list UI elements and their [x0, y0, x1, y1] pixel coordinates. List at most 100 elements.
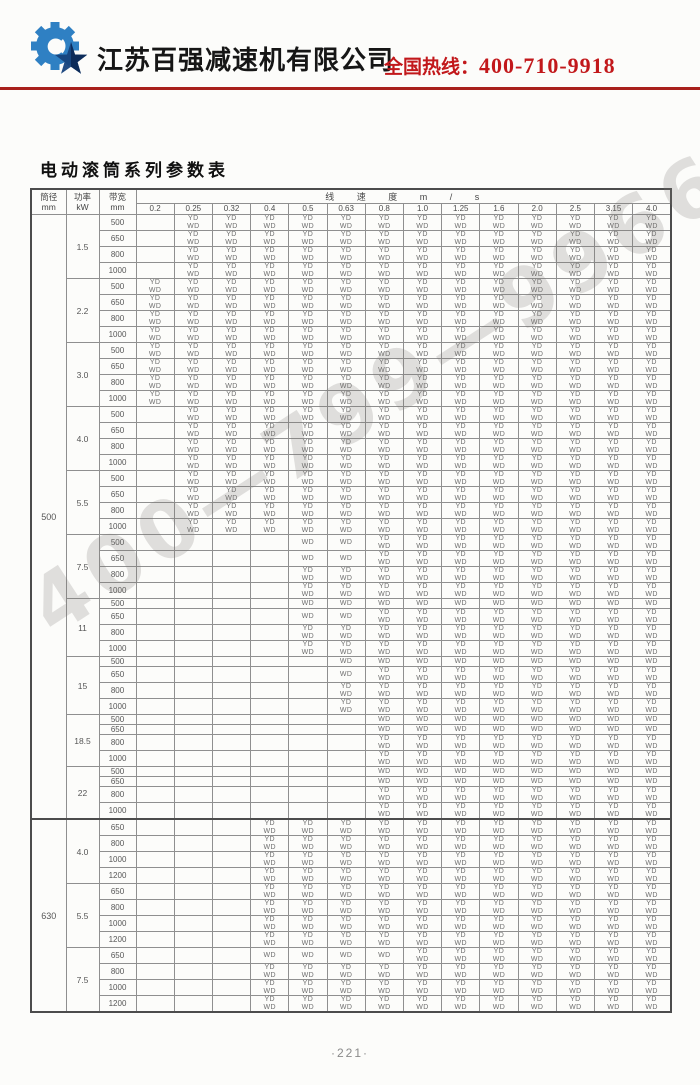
speed-cell: [173, 835, 213, 852]
speed-cell: YD WD: [402, 342, 443, 359]
speed-cell: [173, 947, 213, 964]
speed-cell: YD WD: [555, 310, 595, 327]
speed-cell: [211, 714, 252, 725]
speed-cell: YD WD: [364, 390, 404, 407]
speed-cell: YD WD: [632, 931, 672, 948]
speed-cell: YD WD: [555, 262, 595, 279]
speed-cell: YD WD: [632, 851, 672, 868]
speed-cell: YD WD: [517, 867, 557, 884]
speed-cell: YD WD: [555, 624, 595, 641]
bandwidth-cell: 800: [98, 438, 137, 455]
speed-cell: YD WD: [555, 246, 595, 263]
speed-cell: YD WD: [211, 230, 252, 247]
speed-cell: [211, 867, 252, 884]
speed-cell: WD: [479, 656, 519, 667]
speed-cell: YD WD: [632, 979, 672, 996]
speed-cell: YD WD: [173, 438, 213, 455]
speed-cell: YD WD: [517, 851, 557, 868]
speed-cell: YD WD: [364, 294, 404, 311]
speed-cell: YD WD: [364, 682, 404, 699]
speed-cell: WD: [441, 598, 481, 609]
speed-cell: YD WD: [593, 486, 634, 503]
speed-cell: YD WD: [517, 358, 557, 375]
speed-cell: [288, 734, 328, 751]
speed-cell: YD WD: [364, 750, 404, 767]
speed-cell: YD WD: [479, 246, 519, 263]
speed-value-header: 1.6: [479, 203, 519, 215]
speed-cell: WD: [364, 656, 404, 667]
power-cell: 7.5: [65, 947, 100, 1013]
speed-cell: YD WD: [479, 342, 519, 359]
speed-cell: [211, 682, 252, 699]
speed-cell: YD WD: [250, 230, 290, 247]
bandwidth-cell: 500: [98, 342, 137, 359]
speed-cell: YD WD: [402, 899, 443, 916]
speed-cell: YD WD: [632, 390, 672, 407]
speed-cell: YD WD: [364, 883, 404, 900]
speed-cell: YD WD: [135, 390, 175, 407]
bandwidth-cell: 650: [98, 947, 137, 964]
diameter-cell: 630: [30, 818, 67, 1013]
speed-cell: YD WD: [402, 326, 443, 343]
speed-cell: [326, 734, 366, 751]
speed-cell: YD WD: [441, 786, 481, 803]
speed-cell: [288, 802, 328, 820]
speed-cell: YD WD: [441, 470, 481, 487]
speed-cell: YD WD: [593, 698, 634, 715]
speed-cell: [135, 230, 175, 247]
speed-cell: YD WD: [441, 835, 481, 852]
speed-cell: [173, 899, 213, 916]
speed-cell: [173, 666, 213, 683]
speed-cell: YD WD: [250, 518, 290, 535]
speed-cell: YD WD: [173, 326, 213, 343]
speed-cell: YD WD: [593, 640, 634, 657]
speed-cell: YD WD: [441, 438, 481, 455]
speed-cell: [250, 802, 290, 820]
speed-cell: YD WD: [326, 582, 366, 599]
speed-cell: YD WD: [402, 608, 443, 625]
speed-cell: [135, 714, 175, 725]
speed-cell: YD WD: [326, 278, 366, 295]
speed-cell: YD WD: [555, 979, 595, 996]
speed-cell: YD WD: [326, 899, 366, 916]
speed-cell: YD WD: [402, 566, 443, 583]
header-row-titles: 筒径 mm 功率 kW 带宽 mm 线 速 度 m / s: [30, 188, 672, 215]
speed-cell: [250, 640, 290, 657]
speed-cell: YD WD: [402, 214, 443, 231]
speed-value-header: 2.0: [517, 203, 557, 215]
table-row: 7.5 500 WD WD YD WD YD WD YD WD YD WD YD WD YD WD YD WD YD…: [31, 534, 672, 599]
speed-cell: YD WD: [555, 390, 595, 407]
speed-cell: YD WD: [326, 342, 366, 359]
speed-cell: YD WD: [632, 883, 672, 900]
speed-cell: YD WD: [517, 390, 557, 407]
speed-cell: [173, 867, 213, 884]
speed-cell: YD WD: [326, 682, 366, 699]
speed-cell: YD WD: [211, 358, 252, 375]
speed-cell: [135, 947, 175, 964]
speed-cell: YD WD: [593, 947, 634, 964]
speed-cell: YD WD: [632, 374, 672, 391]
speed-cell: YD WD: [593, 802, 634, 820]
speed-cell: WD: [517, 656, 557, 667]
speed-cell: YD WD: [517, 214, 557, 231]
table-row: 500 1.5 500 YD WD YD WD YD WD YD WD YD WD YD WD YD WD YD W…: [30, 214, 672, 820]
speed-cell: YD WD: [211, 518, 252, 535]
bandwidth-cell: 500: [98, 406, 137, 423]
speed-cell: YD WD: [441, 624, 481, 641]
speed-cell: YD WD: [364, 867, 404, 884]
speed-cell: YD WD: [211, 326, 252, 343]
speed-cell: YD WD: [632, 214, 672, 231]
speed-cell: YD WD: [517, 608, 557, 625]
speed-cell: YD WD: [632, 640, 672, 657]
speed-cell: YD WD: [402, 470, 443, 487]
table-row: 800 YD WD YD WD YD WD YD WD YD WD YD WD YD WD YD WD YD WD Y…: [31, 624, 672, 641]
speed-cell: YD WD: [288, 867, 328, 884]
speed-value-header: 0.25: [173, 203, 213, 215]
speed-cell: YD WD: [632, 963, 672, 980]
speed-cell: YD WD: [288, 246, 328, 263]
bandwidth-cell: 800: [98, 899, 137, 916]
table-row: 1000 YD WD YD WD YD WD YD WD YD WD YD WD YD WD YD WD: [31, 802, 672, 820]
speed-cell: [135, 470, 175, 487]
speed-cell: YD WD: [632, 470, 672, 487]
speed-cell: YD WD: [593, 374, 634, 391]
